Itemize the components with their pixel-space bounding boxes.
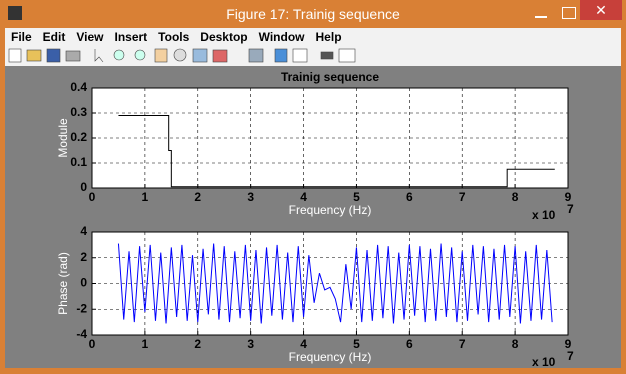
- menu-item[interactable]: Edit: [43, 30, 66, 44]
- y-tick-label: 0.1: [70, 155, 87, 169]
- y-tick-label: 0.2: [70, 130, 87, 144]
- x-tick-label: 6: [406, 337, 413, 351]
- colorbar-icon[interactable]: [275, 49, 287, 62]
- x-axis-label: Frequency (Hz): [289, 203, 372, 217]
- menu-item[interactable]: Insert: [114, 30, 147, 44]
- x-tick-label: 6: [406, 190, 413, 204]
- maximize-button[interactable]: [562, 7, 576, 19]
- pan-icon[interactable]: [155, 49, 167, 62]
- zoom-out-icon[interactable]: [135, 50, 145, 60]
- title-bar: Figure 17: Trainig sequence ✕: [0, 0, 626, 28]
- toolbar: [5, 45, 621, 67]
- y-tick-label: -2: [76, 301, 87, 315]
- window-title: Figure 17: Trainig sequence: [0, 6, 626, 22]
- x-tick-label: 2: [194, 190, 201, 204]
- chart-title: Trainig sequence: [281, 70, 379, 84]
- brush-icon[interactable]: [213, 50, 227, 62]
- x-tick-label: 8: [512, 337, 519, 351]
- open-icon[interactable]: [27, 50, 41, 61]
- figure-window: Figure 17: Trainig sequence ✕ File Edit Vi…: [0, 0, 626, 374]
- toolbar-icons: [5, 45, 621, 66]
- hide-tools-icon[interactable]: [321, 52, 333, 59]
- y-tick-label: 2: [80, 250, 87, 264]
- x-axis-label: Frequency (Hz): [289, 350, 372, 364]
- x-tick-label: 8: [512, 190, 519, 204]
- x-tick-label: 1: [142, 337, 149, 351]
- x-tick-label: 4: [300, 190, 307, 204]
- menu-item[interactable]: Tools: [158, 30, 189, 44]
- menu-item[interactable]: Help: [316, 30, 342, 44]
- rotate-icon[interactable]: [174, 49, 186, 61]
- y-tick-label: 0.4: [70, 80, 87, 94]
- menu-item[interactable]: File: [11, 30, 32, 44]
- y-tick-label: 0.3: [70, 105, 87, 119]
- x-exponent: 7: [567, 349, 574, 363]
- x-exponent: 7: [567, 202, 574, 216]
- x-multiplier: x 10: [532, 355, 556, 368]
- y-tick-label: 0: [80, 180, 87, 194]
- y-tick-label: -4: [76, 327, 87, 341]
- x-tick-label: 7: [459, 337, 466, 351]
- print-icon[interactable]: [66, 51, 80, 61]
- menu-item[interactable]: Desktop: [200, 30, 247, 44]
- x-tick-label: 5: [353, 337, 360, 351]
- y-tick-label: 4: [80, 224, 87, 238]
- x-tick-label: 3: [247, 190, 254, 204]
- menu-bar: File Edit View Insert Tools Desktop Window Help: [5, 28, 621, 45]
- y-axis-label: Module: [56, 118, 70, 158]
- x-tick-label: 3: [247, 337, 254, 351]
- new-icon[interactable]: [9, 49, 21, 62]
- minimize-button[interactable]: [535, 16, 547, 18]
- x-tick-label: 2: [194, 337, 201, 351]
- y-axis-label: Phase (rad): [56, 252, 70, 315]
- legend-icon[interactable]: [293, 49, 307, 62]
- zoom-in-icon[interactable]: [114, 50, 124, 60]
- menu-item[interactable]: Window: [259, 30, 305, 44]
- x-tick-label: 5: [353, 190, 360, 204]
- save-icon[interactable]: [47, 49, 60, 62]
- show-tools-icon[interactable]: [339, 49, 355, 62]
- x-tick-label: 0: [89, 190, 96, 204]
- link-icon[interactable]: [249, 49, 263, 62]
- y-tick-label: 0: [80, 276, 87, 290]
- pointer-icon[interactable]: [95, 49, 103, 62]
- datacursor-icon[interactable]: [193, 49, 207, 62]
- x-tick-label: 7: [459, 190, 466, 204]
- close-button[interactable]: ✕: [580, 0, 622, 20]
- x-tick-label: 1: [142, 190, 149, 204]
- menu-item[interactable]: View: [76, 30, 103, 44]
- x-multiplier: x 10: [532, 208, 556, 222]
- x-tick-label: 0: [89, 337, 96, 351]
- x-tick-label: 4: [300, 337, 307, 351]
